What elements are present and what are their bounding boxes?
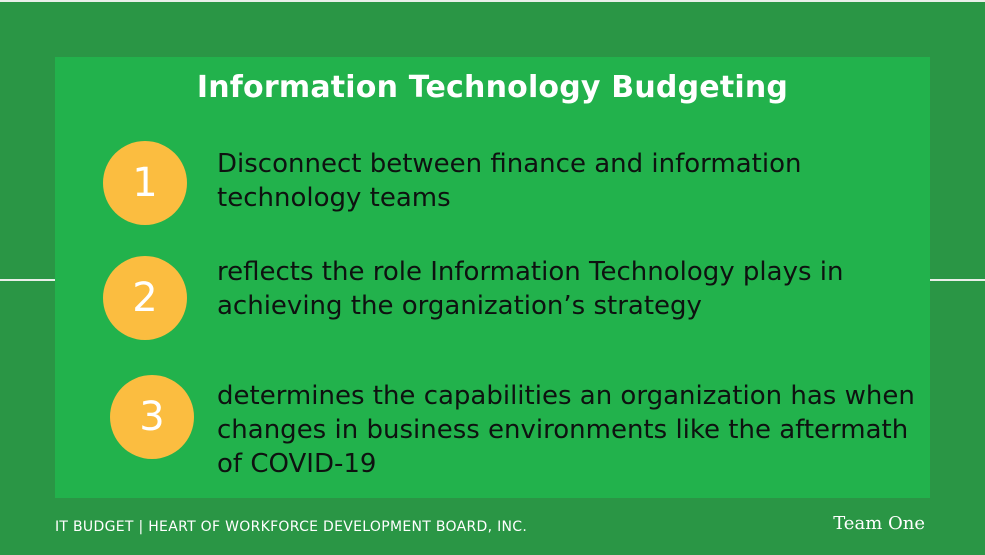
- number-badge-1: 1: [103, 141, 187, 225]
- slide-title: Information Technology Budgeting: [196, 70, 789, 105]
- left-divider-line: [0, 279, 80, 281]
- number-badge-3: 3: [110, 375, 194, 459]
- content-panel: [55, 57, 930, 498]
- item-text-3: determines the capabilities an organizat…: [217, 381, 915, 479]
- footer-org-label: IT BUDGET | HEART OF WORKFORCE DEVELOPME…: [55, 519, 528, 535]
- top-divider-line: [0, 0, 985, 2]
- item-text-1: Disconnect between finance and informati…: [217, 149, 802, 213]
- number-badge-2: 2: [103, 256, 187, 340]
- item-text-2: reflects the role Information Technology…: [217, 257, 844, 321]
- footer-team-label: Team One: [833, 513, 925, 534]
- right-divider-line: [905, 279, 985, 281]
